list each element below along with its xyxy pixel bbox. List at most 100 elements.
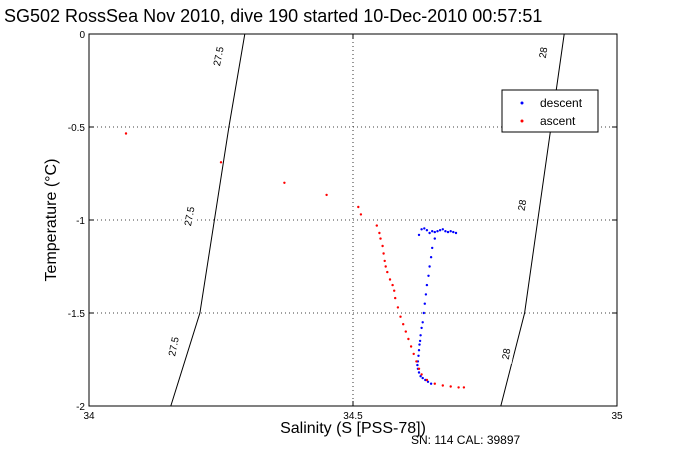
- contour-label: 27.5: [183, 205, 198, 227]
- x-axis-label: Salinity (S [PSS-78]): [280, 420, 426, 437]
- legend-marker-ascent: [520, 119, 524, 123]
- footer-serial-cal: SN: 114 CAL: 39897: [411, 433, 521, 447]
- descent-point: [424, 293, 428, 296]
- contour-label-bg: [180, 206, 198, 227]
- descent-point: [425, 283, 429, 287]
- legend-box: [501, 89, 599, 133]
- ascent-point: [388, 278, 392, 281]
- descent-point: [438, 229, 442, 232]
- chart-title: SG502 RossSea Nov 2010, dive 190 started…: [4, 6, 542, 26]
- ascent-point: [383, 259, 386, 263]
- ascent-point: [396, 306, 400, 309]
- descent-point: [417, 349, 421, 352]
- density-contour-line: [500, 33, 565, 407]
- descent-point: [423, 227, 426, 230]
- ascent-point: [386, 270, 389, 274]
- x-tick-label: 34.5: [343, 411, 363, 422]
- contour-label: 27.5: [212, 45, 227, 67]
- descent-point: [417, 233, 421, 237]
- y-tick-label: -2: [76, 402, 85, 413]
- descent-point: [433, 237, 436, 240]
- ascent-point: [425, 378, 429, 382]
- descent-point: [429, 256, 433, 259]
- contour-label-bg: [164, 336, 183, 357]
- descent-point: [428, 231, 431, 235]
- ascent-point: [391, 283, 394, 287]
- descent-point: [421, 376, 424, 380]
- ascent-point: [412, 352, 415, 356]
- ascent-point: [394, 296, 397, 300]
- ascent-point: [382, 252, 385, 255]
- descent-point: [441, 228, 444, 231]
- legend-label-descent: descent: [540, 96, 583, 110]
- axis-ticks: 34 34.5 35 -2 -1.5 -1 -0.5 0: [68, 30, 623, 422]
- y-axis-label: Temperature (°C): [43, 159, 60, 282]
- contour-label: 28: [538, 46, 551, 59]
- ascent-point: [457, 386, 460, 389]
- ascent-point: [402, 323, 405, 326]
- density-contour-line: [170, 33, 246, 407]
- ascent-point: [441, 384, 444, 387]
- ascent-point: [404, 330, 407, 333]
- ascent-point: [407, 337, 410, 341]
- descent-point: [431, 246, 434, 250]
- descent-point: [419, 375, 422, 378]
- ascent-point: [415, 360, 418, 363]
- contour-label-bg: [497, 343, 515, 364]
- descent-point: [444, 230, 447, 233]
- descent-point: [418, 343, 421, 346]
- y-tick-label: 0: [79, 30, 85, 41]
- ascent-point: [325, 193, 328, 197]
- ascent-point: [393, 289, 396, 292]
- data-series: [124, 132, 466, 389]
- x-tick-label: 34: [83, 411, 95, 422]
- ascent-point: [378, 231, 381, 235]
- density-contours: 27.5 27.5 27.5 28 28 28: [164, 33, 565, 407]
- x-tick-label: 35: [611, 411, 623, 422]
- ascent-point: [384, 265, 387, 268]
- contour-label: 27.5: [167, 336, 182, 358]
- descent-point: [429, 382, 433, 385]
- descent-point: [449, 230, 452, 233]
- ascent-point: [124, 132, 128, 135]
- ascent-point: [283, 181, 286, 184]
- descent-point: [422, 311, 425, 315]
- descent-point: [420, 228, 423, 231]
- descent-point: [428, 265, 431, 268]
- descent-point: [416, 363, 419, 367]
- legend-label-ascent: ascent: [540, 114, 576, 128]
- ascent-point: [417, 367, 421, 370]
- descent-point: [418, 339, 422, 343]
- y-tick-label: -1: [76, 216, 85, 227]
- descent-point: [431, 230, 434, 233]
- legend-marker-descent: [520, 101, 524, 105]
- descent-point: [446, 230, 450, 234]
- descent-point: [426, 380, 430, 383]
- ascent-point: [219, 161, 223, 164]
- descent-point: [423, 302, 426, 305]
- descent-point: [425, 229, 429, 232]
- descent-point: [421, 321, 424, 324]
- descent-point: [433, 230, 436, 234]
- ascent-point: [375, 224, 378, 227]
- ascent-point: [449, 385, 452, 388]
- descent-point: [436, 230, 439, 233]
- y-tick-label: -0.5: [68, 123, 86, 134]
- ascent-point: [399, 315, 402, 318]
- contour-label-bg: [513, 195, 531, 216]
- ascent-point: [409, 345, 413, 348]
- descent-point: [419, 334, 422, 337]
- legend: descent ascent: [501, 89, 599, 133]
- contour-label: 28: [501, 347, 514, 360]
- descent-point: [420, 326, 423, 330]
- ascent-point: [381, 244, 384, 248]
- y-tick-label: -1.5: [68, 309, 86, 320]
- ascent-point: [359, 213, 363, 216]
- contour-label-bg: [534, 42, 552, 63]
- descent-point: [454, 231, 458, 235]
- contour-label-bg: [209, 46, 227, 67]
- ascent-point: [462, 386, 466, 389]
- contour-label: 28: [517, 198, 530, 211]
- ascent-point: [420, 373, 423, 376]
